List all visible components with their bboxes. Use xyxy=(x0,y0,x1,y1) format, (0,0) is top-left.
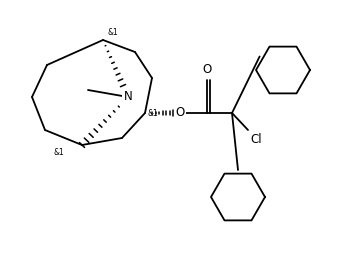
Text: N: N xyxy=(124,91,132,104)
Text: &1: &1 xyxy=(54,148,65,157)
Text: O: O xyxy=(203,63,211,76)
Text: Cl: Cl xyxy=(250,133,262,146)
Text: &1: &1 xyxy=(108,28,119,37)
Text: O: O xyxy=(175,106,185,120)
Text: &1: &1 xyxy=(148,109,159,117)
